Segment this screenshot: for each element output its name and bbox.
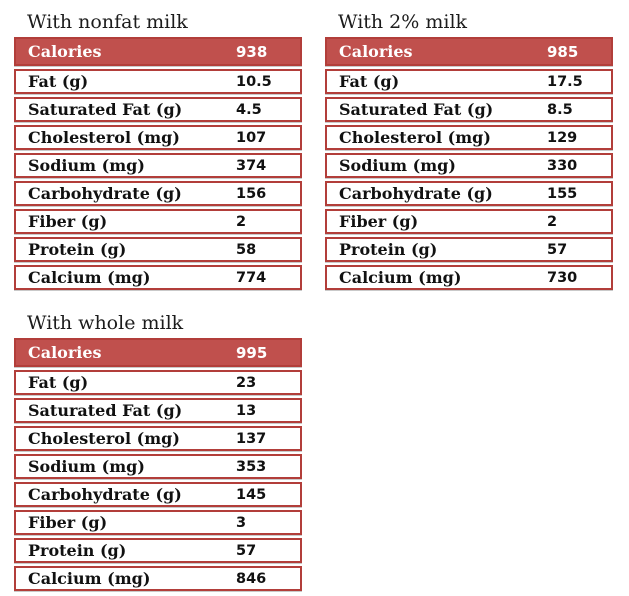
- row-label: Calcium (mg): [28, 268, 151, 287]
- row-value: 57: [236, 542, 257, 559]
- table-row: Protein (g) 58: [14, 237, 302, 262]
- row-label: Fiber (g): [28, 513, 108, 532]
- nutrition-table-section: With whole milk Calories 995 Fat (g) 23 …: [14, 311, 306, 591]
- table-header-row: Calories 995: [14, 338, 302, 367]
- table-row: Calcium (mg) 846: [14, 566, 302, 591]
- row-value: 353: [236, 458, 267, 475]
- nutrition-table: Calories 985 Fat (g) 17.5 Saturated Fat …: [325, 37, 613, 290]
- header-label: Calories: [28, 343, 102, 362]
- table-row: Protein (g) 57: [14, 538, 302, 563]
- row-label: Saturated Fat (g): [28, 100, 183, 119]
- row-value: 730: [547, 269, 578, 286]
- section-title: With whole milk: [27, 312, 184, 334]
- table-row: Fiber (g) 3: [14, 510, 302, 535]
- table-row: Carbohydrate (g) 145: [14, 482, 302, 507]
- header-value: 938: [236, 42, 268, 61]
- row-label: Fiber (g): [339, 212, 419, 231]
- row-label: Fat (g): [28, 72, 89, 91]
- table-row: Fat (g) 17.5: [325, 69, 613, 94]
- table-header-row: Calories 938: [14, 37, 302, 66]
- row-value: 137: [236, 430, 267, 447]
- row-value: 129: [547, 129, 578, 146]
- row-value: 3: [236, 514, 247, 531]
- section-title: With 2% milk: [338, 11, 468, 33]
- row-value: 2: [547, 213, 558, 230]
- row-label: Fiber (g): [28, 212, 108, 231]
- row-label: Protein (g): [28, 541, 127, 560]
- table-row: Saturated Fat (g) 13: [14, 398, 302, 423]
- row-value: 846: [236, 570, 267, 587]
- table-row: Fiber (g) 2: [325, 209, 613, 234]
- header-label: Calories: [28, 42, 102, 61]
- row-value: 374: [236, 157, 267, 174]
- row-label: Protein (g): [28, 240, 127, 259]
- row-value: 10.5: [236, 73, 272, 90]
- row-label: Sodium (mg): [28, 156, 145, 175]
- table-row: Saturated Fat (g) 8.5: [325, 97, 613, 122]
- row-value: 145: [236, 486, 267, 503]
- row-value: 58: [236, 241, 257, 258]
- table-row: Sodium (mg) 353: [14, 454, 302, 479]
- row-label: Saturated Fat (g): [339, 100, 494, 119]
- row-label: Carbohydrate (g): [28, 485, 182, 504]
- row-label: Saturated Fat (g): [28, 401, 183, 420]
- row-label: Calcium (mg): [28, 569, 151, 588]
- table-row: Sodium (mg) 330: [325, 153, 613, 178]
- nutrition-table: Calories 938 Fat (g) 10.5 Saturated Fat …: [14, 37, 302, 290]
- row-label: Calcium (mg): [339, 268, 462, 287]
- header-value: 985: [547, 42, 579, 61]
- row-label: Sodium (mg): [339, 156, 456, 175]
- row-value: 2: [236, 213, 247, 230]
- table-row: Fiber (g) 2: [14, 209, 302, 234]
- row-label: Carbohydrate (g): [28, 184, 182, 203]
- row-value: 156: [236, 185, 267, 202]
- row-label: Protein (g): [339, 240, 438, 259]
- row-value: 57: [547, 241, 568, 258]
- row-value: 774: [236, 269, 267, 286]
- row-label: Fat (g): [28, 373, 89, 392]
- row-label: Cholesterol (mg): [28, 128, 180, 147]
- row-label: Fat (g): [339, 72, 400, 91]
- header-label: Calories: [339, 42, 413, 61]
- table-row: Cholesterol (mg) 107: [14, 125, 302, 150]
- row-value: 13: [236, 402, 257, 419]
- nutrition-table-section: With nonfat milk Calories 938 Fat (g) 10…: [14, 10, 306, 290]
- table-row: Carbohydrate (g) 155: [325, 181, 613, 206]
- table-row: Cholesterol (mg) 129: [325, 125, 613, 150]
- table-row: Protein (g) 57: [325, 237, 613, 262]
- table-row: Fat (g) 23: [14, 370, 302, 395]
- row-value: 107: [236, 129, 267, 146]
- table-row: Sodium (mg) 374: [14, 153, 302, 178]
- row-value: 17.5: [547, 73, 583, 90]
- row-value: 4.5: [236, 101, 262, 118]
- row-label: Cholesterol (mg): [339, 128, 491, 147]
- row-value: 8.5: [547, 101, 573, 118]
- table-row: Fat (g) 10.5: [14, 69, 302, 94]
- row-label: Carbohydrate (g): [339, 184, 493, 203]
- table-row: Carbohydrate (g) 156: [14, 181, 302, 206]
- row-label: Cholesterol (mg): [28, 429, 180, 448]
- section-title: With nonfat milk: [27, 11, 188, 33]
- row-value: 23: [236, 374, 257, 391]
- table-row: Cholesterol (mg) 137: [14, 426, 302, 451]
- table-row: Calcium (mg) 730: [325, 265, 613, 290]
- row-value: 155: [547, 185, 578, 202]
- table-row: Saturated Fat (g) 4.5: [14, 97, 302, 122]
- table-row: Calcium (mg) 774: [14, 265, 302, 290]
- table-header-row: Calories 985: [325, 37, 613, 66]
- nutrition-table-section: With 2% milk Calories 985 Fat (g) 17.5 S…: [325, 10, 617, 290]
- nutrition-table: Calories 995 Fat (g) 23 Saturated Fat (g…: [14, 338, 302, 591]
- header-value: 995: [236, 343, 268, 362]
- row-value: 330: [547, 157, 578, 174]
- row-label: Sodium (mg): [28, 457, 145, 476]
